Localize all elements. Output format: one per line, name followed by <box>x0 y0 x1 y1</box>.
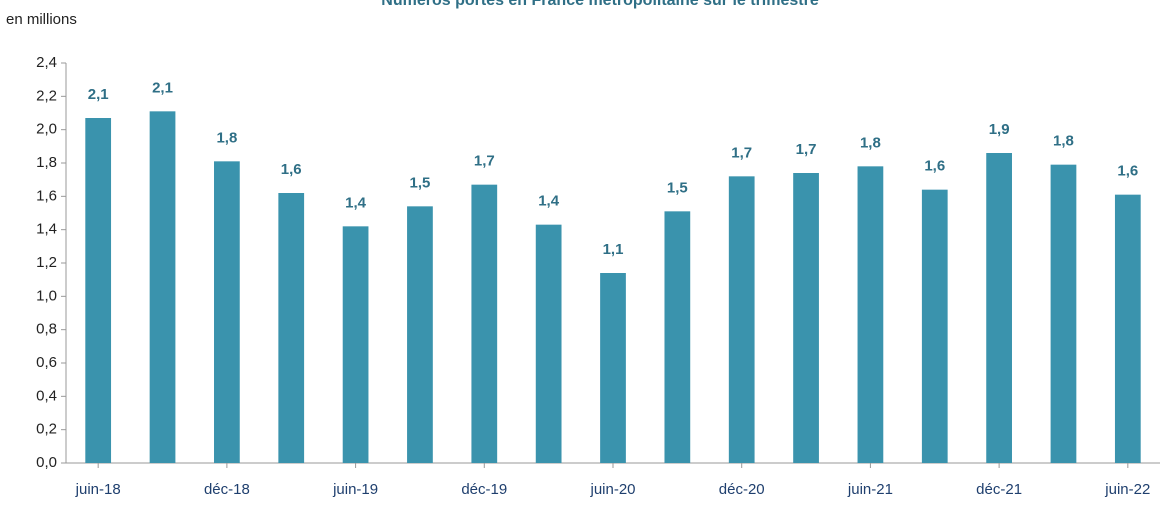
data-label: 1,5 <box>667 179 688 196</box>
x-tick-label: juin-20 <box>589 481 635 498</box>
data-label: 2,1 <box>152 79 173 96</box>
y-tick-label: 1,4 <box>36 221 57 238</box>
y-tick-label: 2,4 <box>36 54 57 71</box>
y-tick-label: 2,0 <box>36 121 57 138</box>
data-label: 1,4 <box>345 194 367 211</box>
bar <box>600 273 626 463</box>
y-tick-label: 0,8 <box>36 321 57 338</box>
bar <box>857 166 884 464</box>
data-label: 1,6 <box>924 158 945 175</box>
data-label: 1,8 <box>1053 133 1074 150</box>
y-tick-label: 0,2 <box>36 421 57 438</box>
bar <box>728 176 755 464</box>
y-tick-label: 1,6 <box>36 187 57 204</box>
x-tick-label: déc-20 <box>719 481 765 498</box>
x-tick-label: juin-21 <box>847 481 893 498</box>
y-tick-label: 1,0 <box>36 287 57 304</box>
x-tick-label: déc-21 <box>976 481 1022 498</box>
y-tick-label: 0,0 <box>36 454 57 471</box>
bar <box>535 224 562 463</box>
x-tick-label: déc-18 <box>204 481 250 498</box>
y-tick-label: 2,2 <box>36 87 57 104</box>
data-label: 1,6 <box>281 161 302 178</box>
data-label: 1,5 <box>410 174 431 191</box>
x-tick-label: déc-19 <box>461 481 507 498</box>
x-tick-label: juin-22 <box>1104 481 1150 498</box>
y-axis-label: en millions <box>6 11 77 28</box>
data-label: 1,6 <box>1117 163 1138 180</box>
bar <box>1050 164 1077 463</box>
bar <box>407 206 433 464</box>
data-label: 1,7 <box>796 141 817 158</box>
bar <box>471 184 498 463</box>
bar <box>214 161 240 464</box>
bar <box>986 153 1012 463</box>
data-label: 1,7 <box>731 144 752 161</box>
y-tick-label: 1,8 <box>36 154 57 171</box>
bar <box>793 173 819 463</box>
data-label: 1,1 <box>603 241 624 258</box>
chart-title: Numéros portés en France métropolitaine … <box>381 0 819 9</box>
bar <box>342 226 369 463</box>
data-label: 1,8 <box>860 134 881 151</box>
data-label: 2,1 <box>88 86 109 103</box>
bar <box>149 111 176 463</box>
y-tick-label: 0,4 <box>36 387 57 404</box>
data-label: 1,8 <box>216 129 237 146</box>
bar <box>1114 194 1141 463</box>
y-tick-label: 1,2 <box>36 254 57 271</box>
x-tick-label: juin-19 <box>332 481 378 498</box>
data-label: 1,7 <box>474 153 495 170</box>
data-label: 1,9 <box>989 121 1010 138</box>
bar <box>85 118 112 463</box>
x-tick-label: juin-18 <box>75 481 121 498</box>
bar <box>664 211 691 463</box>
data-label: 1,4 <box>538 193 560 210</box>
bar <box>921 189 948 463</box>
y-tick-label: 0,6 <box>36 354 57 371</box>
bar <box>278 193 305 463</box>
